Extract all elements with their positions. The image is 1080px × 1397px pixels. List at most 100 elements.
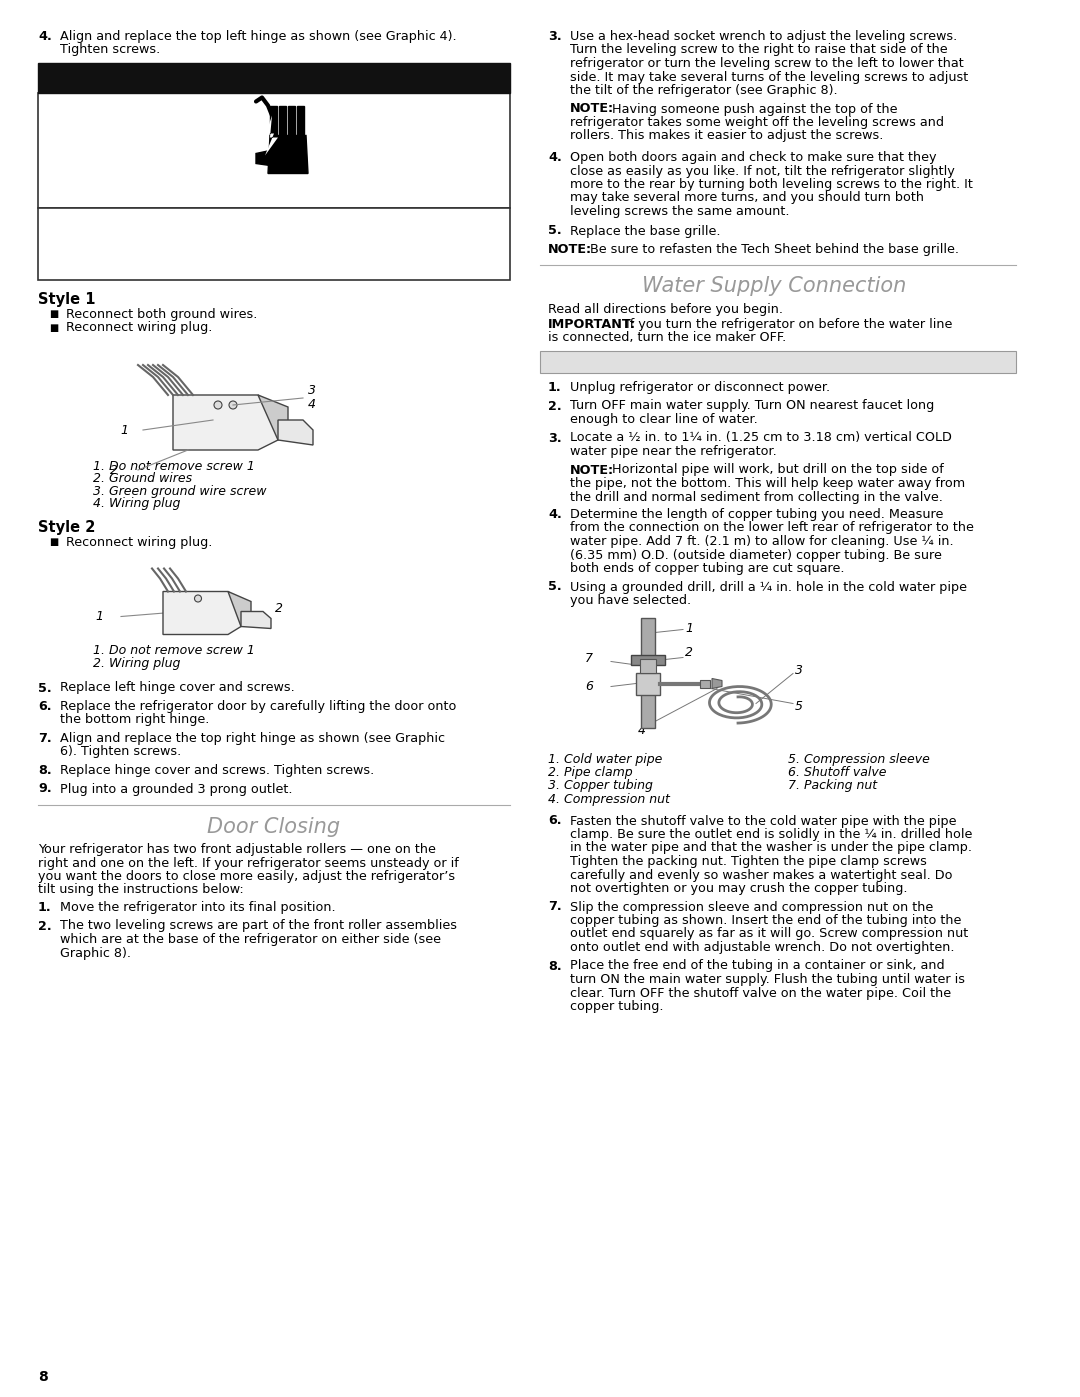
Text: 4.: 4. [38, 29, 52, 43]
Text: close as easily as you like. If not, tilt the refrigerator slightly: close as easily as you like. If not, til… [570, 165, 955, 177]
Text: not overtighten or you may crush the copper tubing.: not overtighten or you may crush the cop… [570, 882, 907, 895]
Text: Plug into a grounded 3 prong outlet.: Plug into a grounded 3 prong outlet. [60, 782, 293, 795]
Text: tilt using the instructions below:: tilt using the instructions below: [38, 883, 244, 897]
Text: copper tubing.: copper tubing. [570, 1000, 663, 1013]
Text: Fasten the shutoff valve to the cold water pipe with the pipe: Fasten the shutoff valve to the cold wat… [570, 814, 957, 827]
Text: ⚠ WARNING: ⚠ WARNING [204, 67, 343, 87]
Polygon shape [278, 420, 313, 446]
Text: 4. Compression nut: 4. Compression nut [548, 793, 670, 806]
Text: If you turn the refrigerator on before the water line: If you turn the refrigerator on before t… [622, 319, 953, 331]
Text: 7.: 7. [548, 901, 562, 914]
Text: water pipe. Add 7 ft. (2.1 m) to allow for cleaning. Use ¼ in.: water pipe. Add 7 ft. (2.1 m) to allow f… [570, 535, 954, 548]
Text: leveling screws the same amount.: leveling screws the same amount. [570, 205, 789, 218]
Text: 4: 4 [308, 398, 316, 411]
Text: 1. Cold water pipe: 1. Cold water pipe [548, 753, 662, 766]
Text: 1.: 1. [38, 901, 52, 914]
Text: Tighten screws.: Tighten screws. [60, 43, 160, 56]
Polygon shape [288, 106, 295, 136]
Text: 2: 2 [110, 464, 118, 476]
Text: Replace hinge cover and screws. Tighten screws.: Replace hinge cover and screws. Tighten … [60, 764, 375, 777]
Text: 4: 4 [638, 725, 646, 738]
Bar [642, 617, 654, 728]
Text: Reconnect wiring plug.: Reconnect wiring plug. [66, 321, 213, 334]
Text: Reconnect both ground wires.: Reconnect both ground wires. [145, 233, 403, 249]
Text: more to the rear by turning both leveling screws to the right. It: more to the rear by turning both levelin… [570, 177, 973, 191]
Text: IMPORTANT:: IMPORTANT: [548, 319, 636, 331]
Text: refrigerator or turn the leveling screw to the left to lower that: refrigerator or turn the leveling screw … [570, 57, 963, 70]
Text: refrigerator takes some weight off the leveling screws and: refrigerator takes some weight off the l… [570, 116, 944, 129]
Text: 2. Ground wires: 2. Ground wires [93, 472, 192, 486]
Text: NOTE:: NOTE: [570, 102, 615, 116]
Text: 6. Shutoff valve: 6. Shutoff valve [788, 766, 887, 780]
Polygon shape [173, 395, 278, 450]
Text: 7: 7 [585, 651, 593, 665]
Text: Move the refrigerator into its final position.: Move the refrigerator into its final pos… [60, 901, 336, 914]
Polygon shape [241, 612, 271, 629]
Circle shape [194, 595, 202, 602]
Text: 6: 6 [585, 680, 593, 693]
Text: onto outlet end with adjustable wrench. Do not overtighten.: onto outlet end with adjustable wrench. … [570, 942, 955, 954]
Bar [700, 679, 710, 687]
Text: Reconnect both ground wires.: Reconnect both ground wires. [66, 307, 257, 321]
Text: Slip the compression sleeve and compression nut on the: Slip the compression sleeve and compress… [570, 901, 933, 914]
Text: 3. Copper tubing: 3. Copper tubing [548, 780, 653, 792]
Text: you want the doors to close more easily, adjust the refrigerator’s: you want the doors to close more easily,… [38, 870, 455, 883]
Text: Style 2: Style 2 [38, 520, 95, 535]
Polygon shape [712, 679, 723, 689]
Bar [540, 351, 1016, 373]
Text: rollers. This makes it easier to adjust the screws.: rollers. This makes it easier to adjust … [570, 130, 883, 142]
Text: 2.: 2. [548, 400, 562, 412]
Text: NOTE:: NOTE: [548, 243, 592, 256]
Text: Electrical Shock Hazard: Electrical Shock Hazard [177, 218, 372, 233]
Text: Your refrigerator has two front adjustable rollers — one on the: Your refrigerator has two front adjustab… [38, 842, 436, 856]
Bar [38, 208, 510, 279]
Text: right and one on the left. If your refrigerator seems unsteady or if: right and one on the left. If your refri… [38, 856, 459, 869]
Polygon shape [279, 106, 286, 136]
Text: Tighten the packing nut. Tighten the pipe clamp screws: Tighten the packing nut. Tighten the pip… [570, 855, 927, 868]
Bar [636, 672, 660, 694]
Text: Replace the refrigerator door by carefully lifting the door onto: Replace the refrigerator door by careful… [60, 700, 457, 712]
Text: ■: ■ [49, 536, 58, 548]
Text: copper tubing as shown. Insert the end of the tubing into the: copper tubing as shown. Insert the end o… [570, 914, 961, 928]
Text: 5.: 5. [548, 581, 562, 594]
Text: 1: 1 [120, 425, 129, 437]
Text: the pipe, not the bottom. This will help keep water away from: the pipe, not the bottom. This will help… [570, 476, 966, 490]
Text: side. It may take several turns of the leveling screws to adjust: side. It may take several turns of the l… [570, 70, 969, 84]
Text: Turn the leveling screw to the right to raise that side of the: Turn the leveling screw to the right to … [570, 43, 947, 56]
Bar [631, 655, 665, 665]
Polygon shape [297, 106, 303, 136]
Text: ■: ■ [49, 309, 58, 319]
Text: from the connection on the lower left rear of refrigerator to the: from the connection on the lower left re… [570, 521, 974, 535]
Text: NOTE:: NOTE: [570, 464, 615, 476]
Polygon shape [258, 395, 288, 440]
Text: 6). Tighten screws.: 6). Tighten screws. [60, 746, 181, 759]
Text: 4.: 4. [548, 151, 562, 163]
Text: Graphic 8).: Graphic 8). [60, 947, 131, 960]
Text: 3: 3 [308, 384, 316, 397]
Text: Locate a ½ in. to 1¼ in. (1.25 cm to 3.18 cm) vertical COLD: Locate a ½ in. to 1¼ in. (1.25 cm to 3.1… [570, 432, 951, 444]
Text: Unplug refrigerator or disconnect power.: Unplug refrigerator or disconnect power. [570, 381, 831, 394]
Text: Style 1: Style 1 [38, 292, 95, 307]
Text: both ends of copper tubing are cut square.: both ends of copper tubing are cut squar… [570, 562, 845, 576]
Polygon shape [265, 116, 278, 155]
Polygon shape [268, 136, 308, 173]
Text: 2. Wiring plug: 2. Wiring plug [93, 657, 180, 671]
Text: is connected, turn the ice maker OFF.: is connected, turn the ice maker OFF. [548, 331, 786, 345]
Text: you have selected.: you have selected. [570, 594, 691, 608]
Text: Read all directions before you begin.: Read all directions before you begin. [548, 303, 783, 316]
Circle shape [214, 401, 222, 409]
Text: 4. Wiring plug: 4. Wiring plug [93, 497, 180, 510]
Text: Using a grounded drill, drill a ¼ in. hole in the cold water pipe: Using a grounded drill, drill a ¼ in. ho… [570, 581, 967, 594]
Text: water pipe near the refrigerator.: water pipe near the refrigerator. [570, 446, 777, 458]
Text: the tilt of the refrigerator (see Graphic 8).: the tilt of the refrigerator (see Graphi… [570, 84, 838, 96]
Text: The two leveling screws are part of the front roller assemblies: The two leveling screws are part of the … [60, 919, 457, 933]
Text: Replace the base grille.: Replace the base grille. [570, 225, 720, 237]
Text: ■: ■ [49, 323, 58, 332]
Bar [38, 94, 510, 208]
Text: the drill and normal sediment from collecting in the valve.: the drill and normal sediment from colle… [570, 490, 943, 503]
Text: 4.: 4. [548, 509, 562, 521]
Text: 3.: 3. [548, 29, 562, 43]
Text: Turn OFF main water supply. Turn ON nearest faucet long: Turn OFF main water supply. Turn ON near… [570, 400, 934, 412]
Text: carefully and evenly so washer makes a watertight seal. Do: carefully and evenly so washer makes a w… [570, 869, 953, 882]
Text: 2. Pipe clamp: 2. Pipe clamp [548, 766, 633, 780]
